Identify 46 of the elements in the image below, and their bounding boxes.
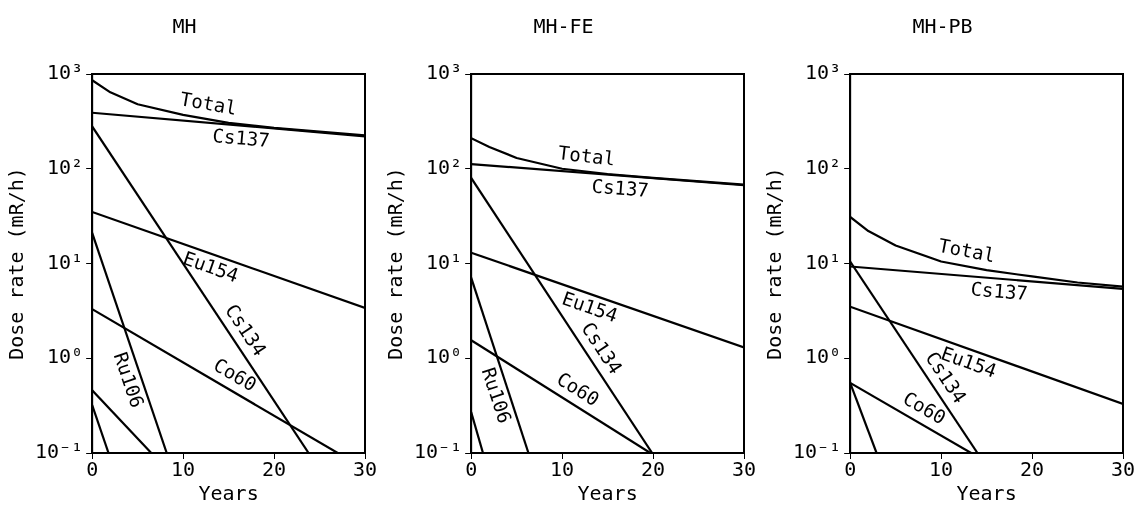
y-tick-label: 10³ <box>805 60 842 85</box>
y-tick-label: 10¹ <box>47 249 84 274</box>
x-tick-label: 20 <box>1020 457 1045 482</box>
y-tick-label: 10⁰ <box>805 344 842 369</box>
y-tick-label: 10⁰ <box>426 344 463 369</box>
series-label: Cs137 <box>969 277 1029 304</box>
series-label: Cs137 <box>211 124 271 152</box>
x-tick-label: 10 <box>171 457 196 482</box>
text: Total <box>557 141 617 170</box>
y-tick-label: 10² <box>47 154 84 179</box>
chart-title: MH-FE <box>533 14 594 39</box>
x-tick-label: 0 <box>86 457 99 482</box>
y-tick-label: 10⁻¹ <box>792 439 842 464</box>
text: Total <box>936 233 997 267</box>
x-tick-label: 0 <box>844 457 857 482</box>
x-axis-title: Years <box>198 481 259 506</box>
y-axis-title: Dose rate (mR/h) <box>4 167 29 360</box>
text: Total <box>178 87 239 119</box>
text: Ru106 <box>477 364 517 426</box>
x-tick-label: 20 <box>641 457 666 482</box>
y-tick-label: 10³ <box>47 60 84 85</box>
chart-title: MH-PB <box>912 14 973 39</box>
y-tick-label: 10² <box>805 154 842 179</box>
y-tick-label: 10⁻¹ <box>34 439 84 464</box>
chart-title: MH <box>172 14 197 39</box>
y-tick-label: 10⁰ <box>47 344 84 369</box>
x-tick-label: 30 <box>1110 457 1136 482</box>
y-axis-title: Dose rate (mR/h) <box>762 167 787 360</box>
y-axis-title: Dose rate (mR/h) <box>383 167 408 360</box>
x-tick-label: 10 <box>550 457 575 482</box>
x-tick-label: 30 <box>731 457 757 482</box>
y-tick-label: 10³ <box>426 60 463 85</box>
text: Co60 <box>553 367 604 411</box>
x-tick-label: 10 <box>929 457 954 482</box>
x-axis-title: Years <box>956 481 1017 506</box>
x-tick-label: 20 <box>262 457 287 482</box>
x-tick-label: 0 <box>465 457 478 482</box>
text: Ru106 <box>109 349 149 411</box>
x-axis-title: Years <box>577 481 638 506</box>
y-tick-label: 10⁻¹ <box>413 439 463 464</box>
series-label: Cs137 <box>590 174 650 201</box>
y-tick-label: 10² <box>426 154 463 179</box>
text: Eu154 <box>180 246 242 287</box>
y-tick-label: 10¹ <box>805 249 842 274</box>
y-tick-label: 10¹ <box>426 249 463 274</box>
x-tick-label: 30 <box>352 457 378 482</box>
